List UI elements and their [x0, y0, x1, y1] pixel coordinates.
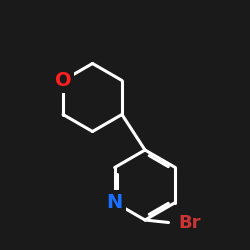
Text: Br: Br	[178, 214, 201, 232]
Text: N: N	[106, 193, 123, 212]
Text: O: O	[55, 71, 71, 90]
